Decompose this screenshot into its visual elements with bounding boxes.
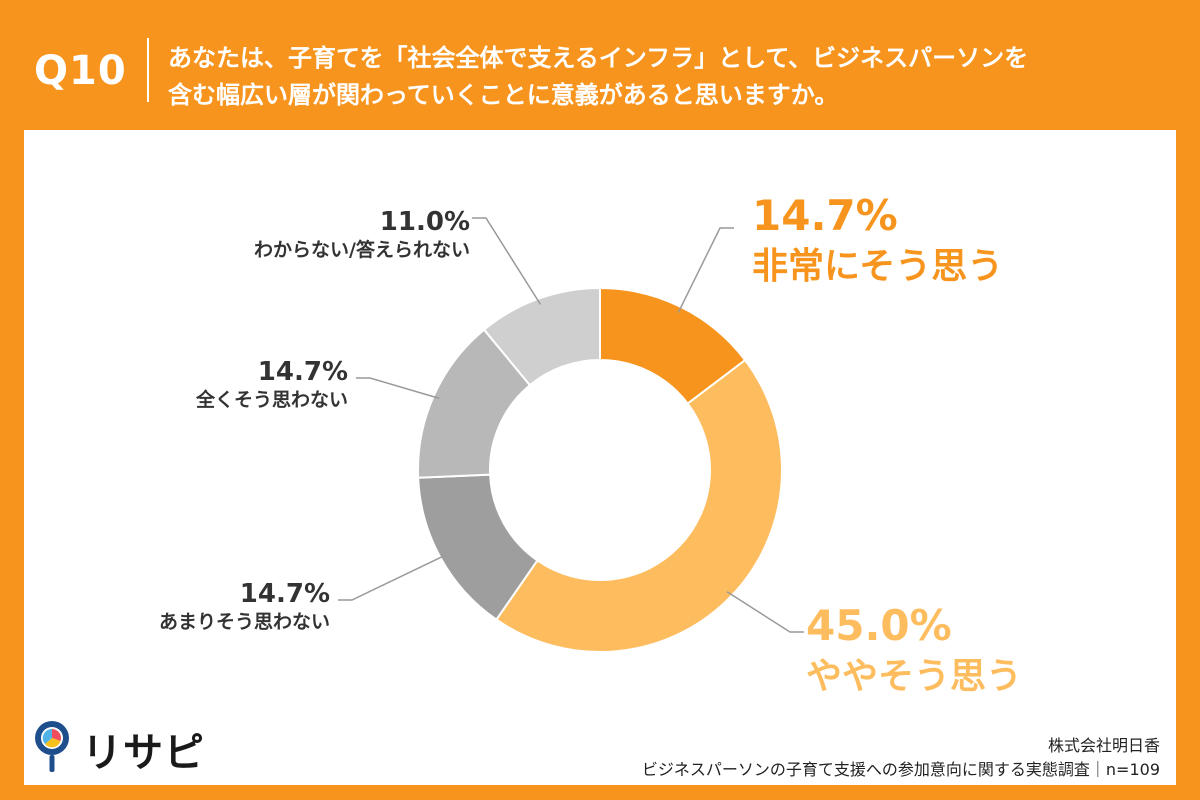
slice-category-label-3: 全くそう思わない [195,388,348,411]
logo-text: リサピー [82,730,205,800]
slice-value-label-3: 14.7% [258,357,348,387]
leader-lines [338,217,804,633]
slice-value-label-0: 14.7% [752,191,898,240]
brand-logo: リサピー [30,718,230,800]
slice-category-label-1: ややそう思う [806,656,1022,697]
slice-4 [482,286,601,387]
slice-category-label-0: 非常にそう思う [752,246,1003,287]
chart-panel [24,130,1176,785]
leader-line-0 [677,227,734,313]
slice-value-label-4: 11.0% [380,207,470,237]
source-survey: ビジネスパーソンの子育て支援への参加意向に関する実態調査｜n=109 [641,760,1160,779]
header-divider [147,38,149,102]
leader-line-4 [472,217,542,305]
source-company: 株式会社明日香 [1047,736,1160,755]
leader-line-2 [338,554,447,601]
slice-value-label-1: 45.0% [806,601,952,650]
question-number: Q10 [34,48,127,94]
leader-line-1 [726,591,804,633]
slice-1 [494,358,783,653]
donut-slices [417,286,783,653]
magnifier-pie-icon [35,721,69,772]
leader-line-3 [356,377,440,400]
slice-category-label-2: あまりそう思わない [159,611,330,633]
slice-labels: 14.7%非常にそう思う45.0%ややそう思う14.7%あまりそう思わない14.… [159,191,1022,697]
question-line-1: あなたは、子育てを「社会全体で支えるインフラ」として、ビジネスパーソンを [168,44,1029,72]
slice-value-label-2: 14.7% [240,579,330,609]
question-line-2: 含む幅広い層が関わっていくことに意義があると思いますか。 [168,81,839,109]
header: Q10 あなたは、子育てを「社会全体で支えるインフラ」として、ビジネスパーソンを… [0,0,1200,130]
source-note: 株式会社明日香 ビジネスパーソンの子育て支援への参加意向に関する実態調査｜n=1… [642,734,1160,782]
question-text: あなたは、子育てを「社会全体で支えるインフラ」として、ビジネスパーソンを 含む幅… [168,40,1178,114]
slice-category-label-4: わからない/答えられない [254,238,470,261]
